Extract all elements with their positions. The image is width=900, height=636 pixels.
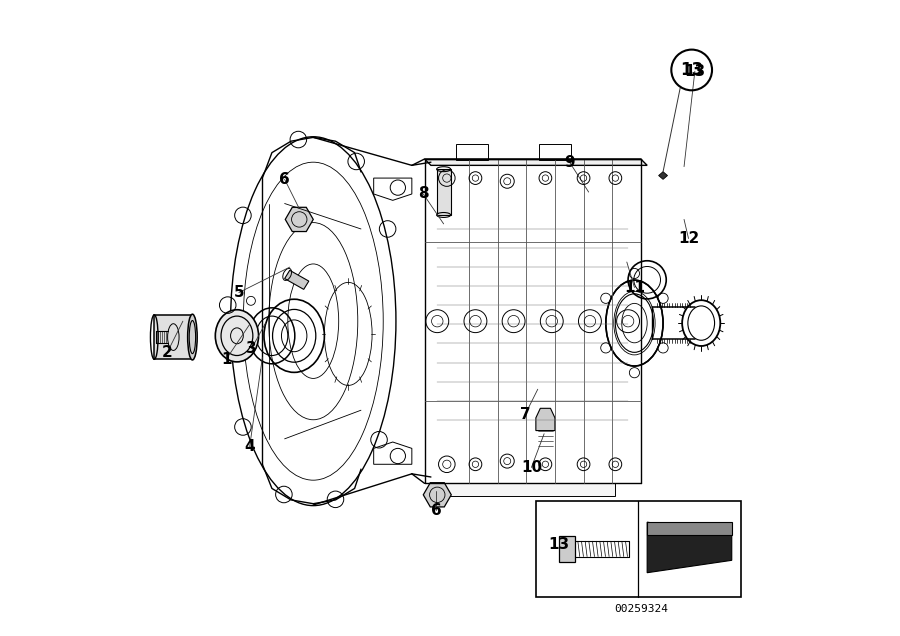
Text: 1: 1 [220, 352, 231, 367]
Bar [536, 501, 742, 597]
Text: 8: 8 [418, 186, 428, 202]
Text: 9: 9 [564, 155, 575, 170]
Bar [559, 536, 575, 562]
Bar [539, 144, 571, 160]
Bar [456, 144, 488, 160]
Polygon shape [647, 522, 732, 534]
Polygon shape [647, 522, 732, 572]
Text: 12: 12 [678, 231, 699, 246]
Text: 10: 10 [521, 460, 542, 475]
Polygon shape [423, 483, 451, 507]
Text: 13: 13 [680, 61, 703, 79]
Text: 13: 13 [548, 537, 569, 551]
Polygon shape [284, 270, 309, 289]
Text: 6: 6 [279, 172, 290, 187]
Polygon shape [285, 207, 313, 232]
Ellipse shape [188, 314, 197, 360]
Polygon shape [659, 172, 668, 179]
Polygon shape [437, 483, 616, 496]
Text: 3: 3 [247, 341, 256, 356]
Ellipse shape [215, 310, 258, 362]
Text: 6: 6 [430, 502, 441, 518]
Text: 2: 2 [162, 345, 173, 361]
Text: 4: 4 [244, 439, 255, 454]
Polygon shape [536, 408, 555, 431]
Text: 5: 5 [233, 285, 244, 300]
Text: 00259324: 00259324 [614, 604, 668, 614]
Text: 13: 13 [684, 64, 706, 79]
Bar [436, 169, 451, 215]
Bar [154, 315, 193, 359]
Polygon shape [425, 159, 647, 165]
Text: 11: 11 [624, 280, 645, 295]
Text: 7: 7 [519, 407, 530, 422]
